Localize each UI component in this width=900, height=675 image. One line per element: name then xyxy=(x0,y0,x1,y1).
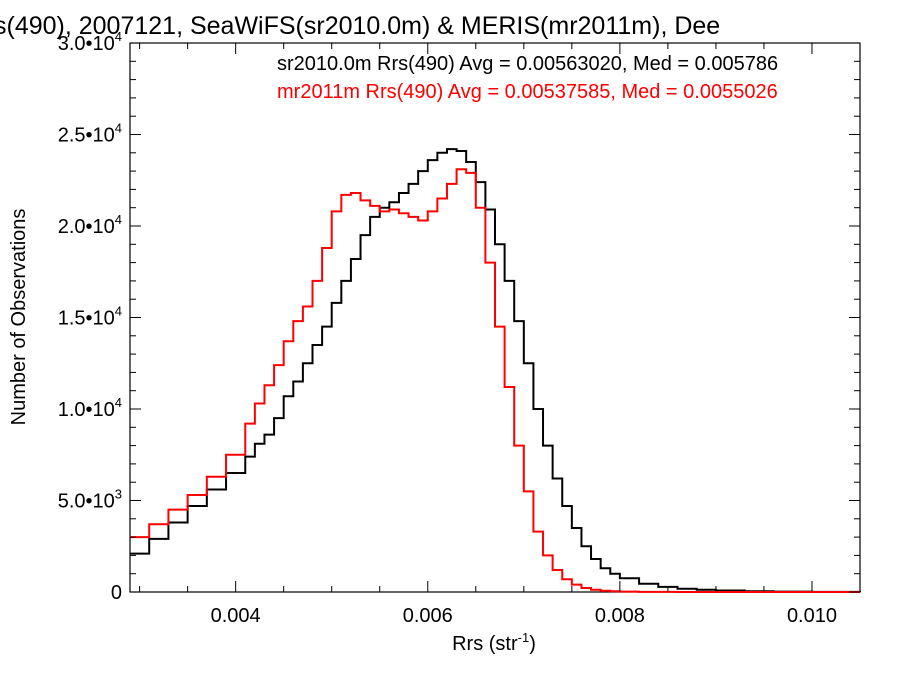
y-tick-label: 2.5•104 xyxy=(58,121,122,147)
x-tick-label: 0.008 xyxy=(595,605,645,627)
y-tick-label: 1.0•104 xyxy=(58,395,122,421)
x-axis-label-superscript: -1 xyxy=(518,630,530,645)
x-tick-label: 0.004 xyxy=(211,605,261,627)
series-layer xyxy=(130,148,861,593)
y-axis-label: Number of Observations xyxy=(8,209,30,426)
x-axis-ticks: 0.004 0.006 0.008 0.010 xyxy=(139,43,837,627)
series-line-2 xyxy=(130,168,860,593)
x-axis-label-end: ) xyxy=(529,633,536,655)
y-tick-label: 1.5•104 xyxy=(58,304,122,330)
legend-entry-series-1: sr2010.0m Rrs(490) Avg = 0.00563020, Med… xyxy=(277,53,778,75)
y-axis-ticks: 0 5.0•103 1.0•104 1.5•104 2.0•104 2.5•104 3.0•… xyxy=(58,29,860,604)
x-tick-label: 0.010 xyxy=(787,605,837,627)
legend: sr2010.0m Rrs(490) Avg = 0.00563020, Med… xyxy=(277,53,778,103)
x-axis-label: Rrs (str-1) xyxy=(452,630,536,655)
x-tick-label: 0.006 xyxy=(403,605,453,627)
chart-title: s(490), 2007121, SeaWiFS(sr2010.0m) & ME… xyxy=(0,12,720,40)
x-axis-label-main: Rrs (str xyxy=(452,633,518,655)
y-tick-label: 5.0•103 xyxy=(58,487,122,513)
plot-area: 0.004 0.006 0.008 0.010 0 5.0•103 1.0•104 1.5•… xyxy=(58,29,861,627)
y-tick-label: 3.0•104 xyxy=(58,29,122,55)
series-line-1 xyxy=(130,148,861,593)
y-tick-label: 0 xyxy=(111,582,122,604)
legend-entry-series-2: mr2011m Rrs(490) Avg = 0.00537585, Med =… xyxy=(277,81,778,103)
y-tick-label: 2.0•104 xyxy=(58,212,122,238)
